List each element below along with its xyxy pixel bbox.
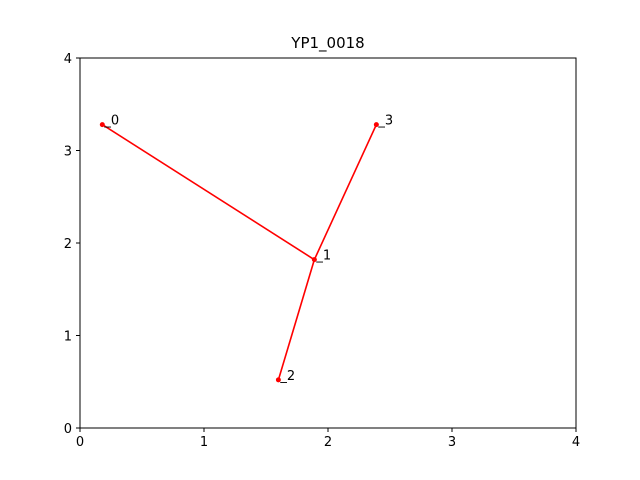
- x-tick-label: 1: [200, 435, 208, 450]
- data-point: [373, 122, 379, 128]
- edge-line: [101, 123, 315, 261]
- plot-frame: [79, 57, 577, 429]
- x-tick-label: 2: [324, 435, 332, 450]
- point-label: _3: [377, 114, 393, 129]
- x-tick-label: 0: [76, 435, 84, 450]
- y-tick-label: 1: [64, 330, 72, 345]
- y-tick-label: 2: [64, 237, 72, 252]
- y-tick-label: 4: [64, 52, 72, 67]
- y-tick-label: 0: [64, 422, 72, 437]
- x-axis: 0 1 2 3 4: [76, 428, 580, 450]
- y-tick-label: 3: [64, 145, 72, 160]
- x-tick-label: 3: [448, 435, 456, 450]
- data-point: [99, 122, 105, 128]
- edges: [101, 123, 378, 381]
- point-label: _2: [279, 369, 295, 384]
- plot-area: 0 1 2 3 4 0 1 2 3 4 _0 _1 _2 _3: [64, 52, 580, 450]
- chart-title: YP1_0018: [290, 34, 364, 53]
- edge-line: [277, 259, 316, 381]
- data-point: [275, 377, 281, 383]
- y-axis: 0 1 2 3 4: [64, 52, 80, 437]
- x-tick-label: 4: [572, 435, 580, 450]
- point-label: _0: [103, 114, 119, 129]
- point-label: _1: [315, 249, 331, 264]
- edge-line: [313, 124, 378, 260]
- data-point: [311, 257, 317, 263]
- points: _0 _1 _2 _3: [99, 114, 393, 384]
